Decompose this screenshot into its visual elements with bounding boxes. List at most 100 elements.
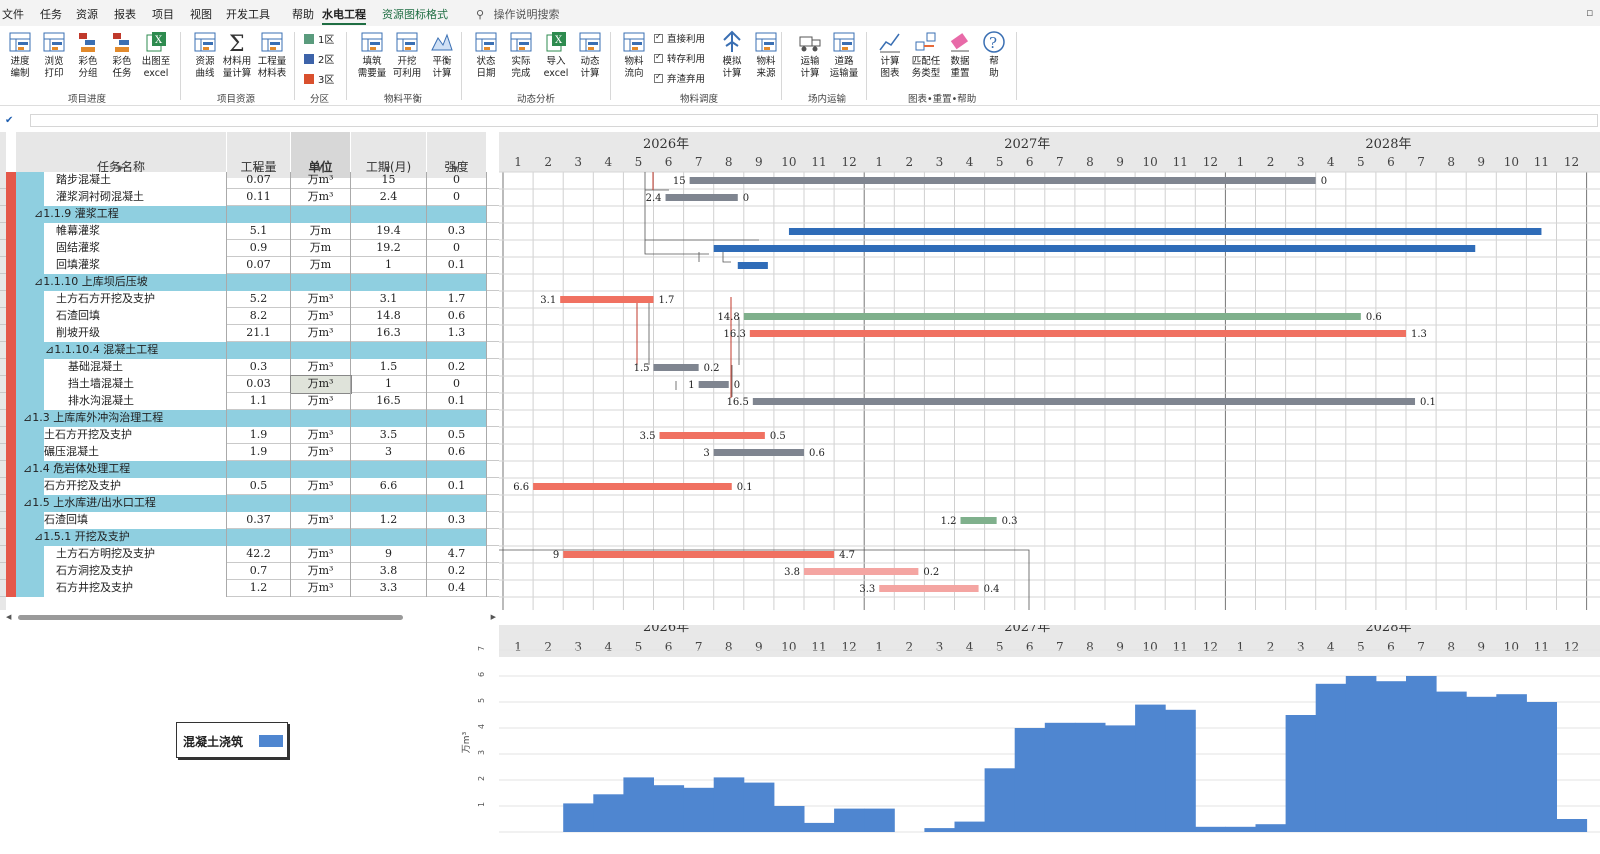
table-row[interactable]: 土方石方明挖及支护 42.2 万m³ 9 4.7 <box>0 546 499 563</box>
cell-int[interactable]: 4.7 <box>427 546 487 563</box>
ribbon-button-14[interactable]: 动态 计算 <box>574 30 606 80</box>
cell-dur[interactable]: 1 <box>351 376 427 393</box>
cell-unit[interactable]: 万m³ <box>291 580 351 597</box>
cell-unit[interactable]: 万m³ <box>291 172 351 189</box>
search-box[interactable]: ⚲ 操作说明搜索 <box>476 6 560 22</box>
cell-qty[interactable]: 0.5 <box>227 478 291 495</box>
cell-int[interactable]: 0.3 <box>427 512 487 529</box>
group-row[interactable]: ⊿1.1.10 上库坝后压坡 <box>0 274 499 291</box>
formula-input[interactable] <box>30 114 1598 127</box>
ribbon-button-13[interactable]: X 导入 excel <box>540 30 572 80</box>
ribbon-button-6[interactable]: Σ 材料用 量计算 <box>221 30 253 80</box>
task-name-cell[interactable]: 土方石方开挖及支护 <box>16 291 227 308</box>
cell-dur[interactable] <box>351 410 427 427</box>
cell-qty[interactable]: 0.11 <box>227 189 291 206</box>
ribbon-button-20[interactable]: 计算 图表 <box>874 30 906 80</box>
gantt-bar[interactable] <box>743 313 1361 320</box>
table-row[interactable]: 挡土墙混凝土 0.03 万m³ 1 0 <box>0 375 499 394</box>
cell-int[interactable]: 0.5 <box>427 427 487 444</box>
filter-dropdown-icon[interactable]: ▼ <box>316 165 323 173</box>
cell-dur[interactable] <box>351 342 427 359</box>
gantt-bar[interactable] <box>752 398 1416 405</box>
cell-unit[interactable]: 万m³ <box>291 512 351 529</box>
task-name-cell[interactable]: 碾压混凝土 <box>16 444 227 461</box>
cell-unit[interactable] <box>291 342 351 359</box>
menu-1[interactable]: 任务 <box>40 8 62 21</box>
ribbon-button-1[interactable]: 浏览 打印 <box>38 30 70 80</box>
task-name-cell[interactable]: ⊿1.4 危岩体处理工程 <box>16 461 227 478</box>
zone-1[interactable]: 1区 <box>304 31 334 46</box>
cell-dur[interactable]: 1.2 <box>351 512 427 529</box>
check-0[interactable]: 直接利用 <box>654 31 705 45</box>
cell-unit[interactable] <box>291 461 351 478</box>
filter-dropdown-icon[interactable]: ▼ <box>254 165 261 173</box>
cell-qty[interactable] <box>227 495 291 512</box>
table-row[interactable]: 石方洞挖及支护 0.7 万m³ 3.8 0.2 <box>0 563 499 580</box>
ribbon-button-22[interactable]: 数据 重置 <box>944 30 976 80</box>
cell-dur[interactable]: 2.4 <box>351 189 427 206</box>
task-name-cell[interactable]: 石方开挖及支护 <box>16 478 227 495</box>
cell-dur[interactable]: 19.2 <box>351 240 427 257</box>
cell-unit[interactable]: 万m³ <box>290 375 352 394</box>
cell-unit[interactable] <box>291 495 351 512</box>
header-quantity[interactable]: 工程量 ▼ <box>227 132 291 178</box>
task-name-cell[interactable]: 帷幕灌浆 <box>16 223 227 240</box>
cell-qty[interactable] <box>227 410 291 427</box>
cell-unit[interactable]: 万m³ <box>291 308 351 325</box>
header-duration[interactable]: 工期(月) ▼ <box>351 132 427 178</box>
table-row[interactable]: 基础混凝土 0.3 万m³ 1.5 0.2 <box>0 359 499 376</box>
cell-qty[interactable]: 42.2 <box>227 546 291 563</box>
group-row[interactable]: ⊿1.1.10.4 混凝土工程 <box>0 342 499 359</box>
cell-dur[interactable]: 16.3 <box>351 325 427 342</box>
cell-qty[interactable]: 0.7 <box>227 563 291 580</box>
ribbon-button-7[interactable]: 工程量 材料表 <box>256 30 288 80</box>
ribbon-button-9[interactable]: 开挖 可利用 <box>391 30 423 80</box>
scroll-thumb[interactable] <box>18 615 403 620</box>
ribbon-button-19[interactable]: 道路 运输量 <box>828 30 860 80</box>
cell-dur[interactable] <box>351 529 427 546</box>
cell-unit[interactable]: 万m³ <box>291 359 351 376</box>
cell-qty[interactable] <box>227 529 291 546</box>
cell-unit[interactable]: 万m³ <box>291 546 351 563</box>
header-unit[interactable]: 单位 ▼ <box>291 132 351 178</box>
cell-qty[interactable]: 21.1 <box>227 325 291 342</box>
table-row[interactable]: 固结灌浆 0.9 万m 19.2 0 <box>0 240 499 257</box>
table-row[interactable]: 排水沟混凝土 1.1 万m³ 16.5 0.1 <box>0 393 499 410</box>
task-name-cell[interactable]: 土方石方明挖及支护 <box>16 546 227 563</box>
cell-dur[interactable]: 1.5 <box>351 359 427 376</box>
menu-6[interactable]: 开发工具 <box>226 8 270 21</box>
cell-dur[interactable] <box>351 274 427 291</box>
check-1[interactable]: 转存利用 <box>654 51 705 65</box>
task-name-cell[interactable]: ⊿1.5 上水库进/出水口工程 <box>16 495 227 512</box>
cell-dur[interactable]: 3 <box>351 444 427 461</box>
ribbon-button-3[interactable]: 彩色 任务 <box>106 30 138 80</box>
ribbon-button-17[interactable]: 物料 来源 <box>750 30 782 80</box>
filter-dropdown-icon[interactable]: ▼ <box>117 165 123 173</box>
task-name-cell[interactable]: ⊿1.1.10 上库坝后压坡 <box>16 274 227 291</box>
gantt-bar[interactable] <box>713 449 804 456</box>
cell-int[interactable] <box>427 206 487 223</box>
ribbon-button-18[interactable]: 运输 计算 <box>794 30 826 80</box>
cell-dur[interactable]: 14.8 <box>351 308 427 325</box>
cell-qty[interactable]: 1.2 <box>227 580 291 597</box>
cell-qty[interactable]: 5.2 <box>227 291 291 308</box>
menu-3[interactable]: 报表 <box>114 8 136 21</box>
task-name-cell[interactable]: ⊿1.1.9 灌浆工程 <box>16 206 227 223</box>
menu-5[interactable]: 视图 <box>190 8 212 21</box>
group-row[interactable]: ⊿1.4 危岩体处理工程 <box>0 461 499 478</box>
zone-2[interactable]: 2区 <box>304 51 334 66</box>
gantt-bar[interactable] <box>788 228 1542 235</box>
cell-dur[interactable] <box>351 461 427 478</box>
ribbon-button-21[interactable]: 匹配任 务类型 <box>910 30 942 80</box>
cell-qty[interactable]: 1.1 <box>227 393 291 410</box>
cell-unit[interactable] <box>291 206 351 223</box>
gantt-bar[interactable] <box>689 177 1316 184</box>
gantt-bar[interactable] <box>665 194 738 201</box>
gantt-bar[interactable] <box>563 551 835 558</box>
ribbon-button-23[interactable]: ? 帮助 <box>978 30 1010 80</box>
cell-int[interactable]: 0.2 <box>427 359 487 376</box>
cell-dur[interactable]: 15 <box>351 172 427 189</box>
gantt-bar[interactable] <box>804 568 919 575</box>
task-name-cell[interactable]: 削坡开级 <box>16 325 227 342</box>
menu-7[interactable]: 帮助 <box>292 8 314 21</box>
